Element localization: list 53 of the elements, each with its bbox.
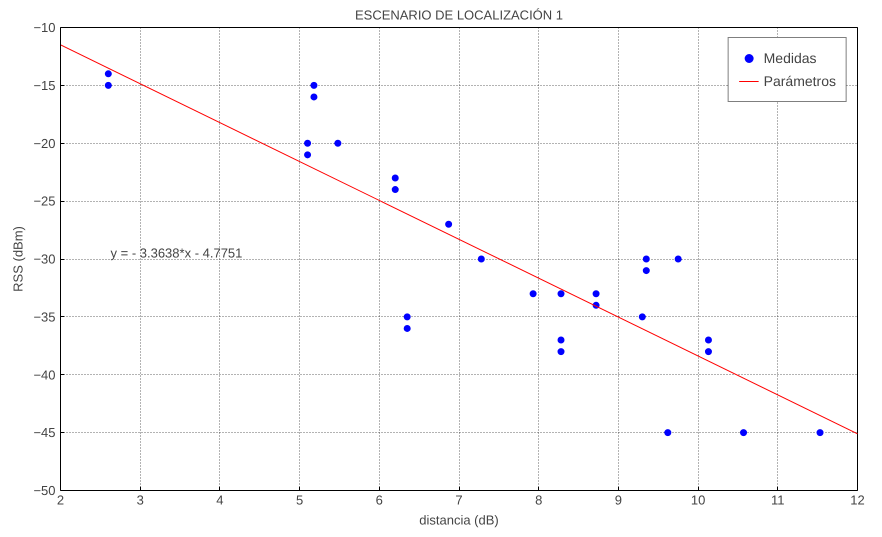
legend-label: Medidas [764,50,817,66]
y-axis-title: RSS (dBm) [10,226,26,292]
point [592,290,600,298]
x-tick-label: 6 [376,492,383,508]
point [558,290,565,298]
point [404,313,411,320]
point [334,140,342,147]
x-tick-label: 3 [136,492,144,508]
x-tick-label: 12 [850,492,865,508]
point [104,70,112,78]
x-tick-label: 11 [771,492,785,508]
point [704,336,712,344]
x-tick-label: 2 [56,492,64,508]
y-tick-label: −30 [33,252,56,266]
point [304,151,312,158]
y-tick-label: −10 [33,20,56,35]
x-tick-label: 7 [455,492,463,508]
point [404,324,411,332]
x-tick-label: 10 [690,492,706,508]
point [310,82,318,89]
x-axis-title: distancia (dB) [419,512,499,528]
point [530,290,537,298]
x-tick-label: 5 [296,492,304,508]
point [445,220,452,228]
point [674,256,682,262]
legend-label: Parámetros [764,73,836,89]
annotation: y = - 3.3638*x - 4.7751 [110,246,242,260]
y-tick-label: −50 [33,483,56,498]
point [642,256,650,262]
point [310,93,318,100]
point [392,174,399,182]
y-tick-label: −40 [33,367,56,382]
point [704,348,712,356]
point [740,429,748,436]
point [558,336,565,344]
chart-title: ESCENARIO DE LOCALIZACIÓN 1 [354,8,564,22]
point [104,82,112,89]
y-tick-label: −15 [33,78,56,93]
point [558,348,565,356]
point [642,267,650,274]
x-tick-label: 8 [535,492,542,508]
point [816,429,824,436]
y-tick-label: −35 [33,309,56,324]
point [638,313,646,320]
x-tick-label: 4 [216,492,224,508]
y-tick-label: −45 [33,425,56,440]
y-tick-label: −20 [33,136,56,151]
point [478,256,485,262]
point [304,140,312,147]
y-tick-label: −25 [33,194,56,209]
x-tick-label: 9 [614,492,622,508]
point [664,429,672,436]
point [392,186,399,194]
